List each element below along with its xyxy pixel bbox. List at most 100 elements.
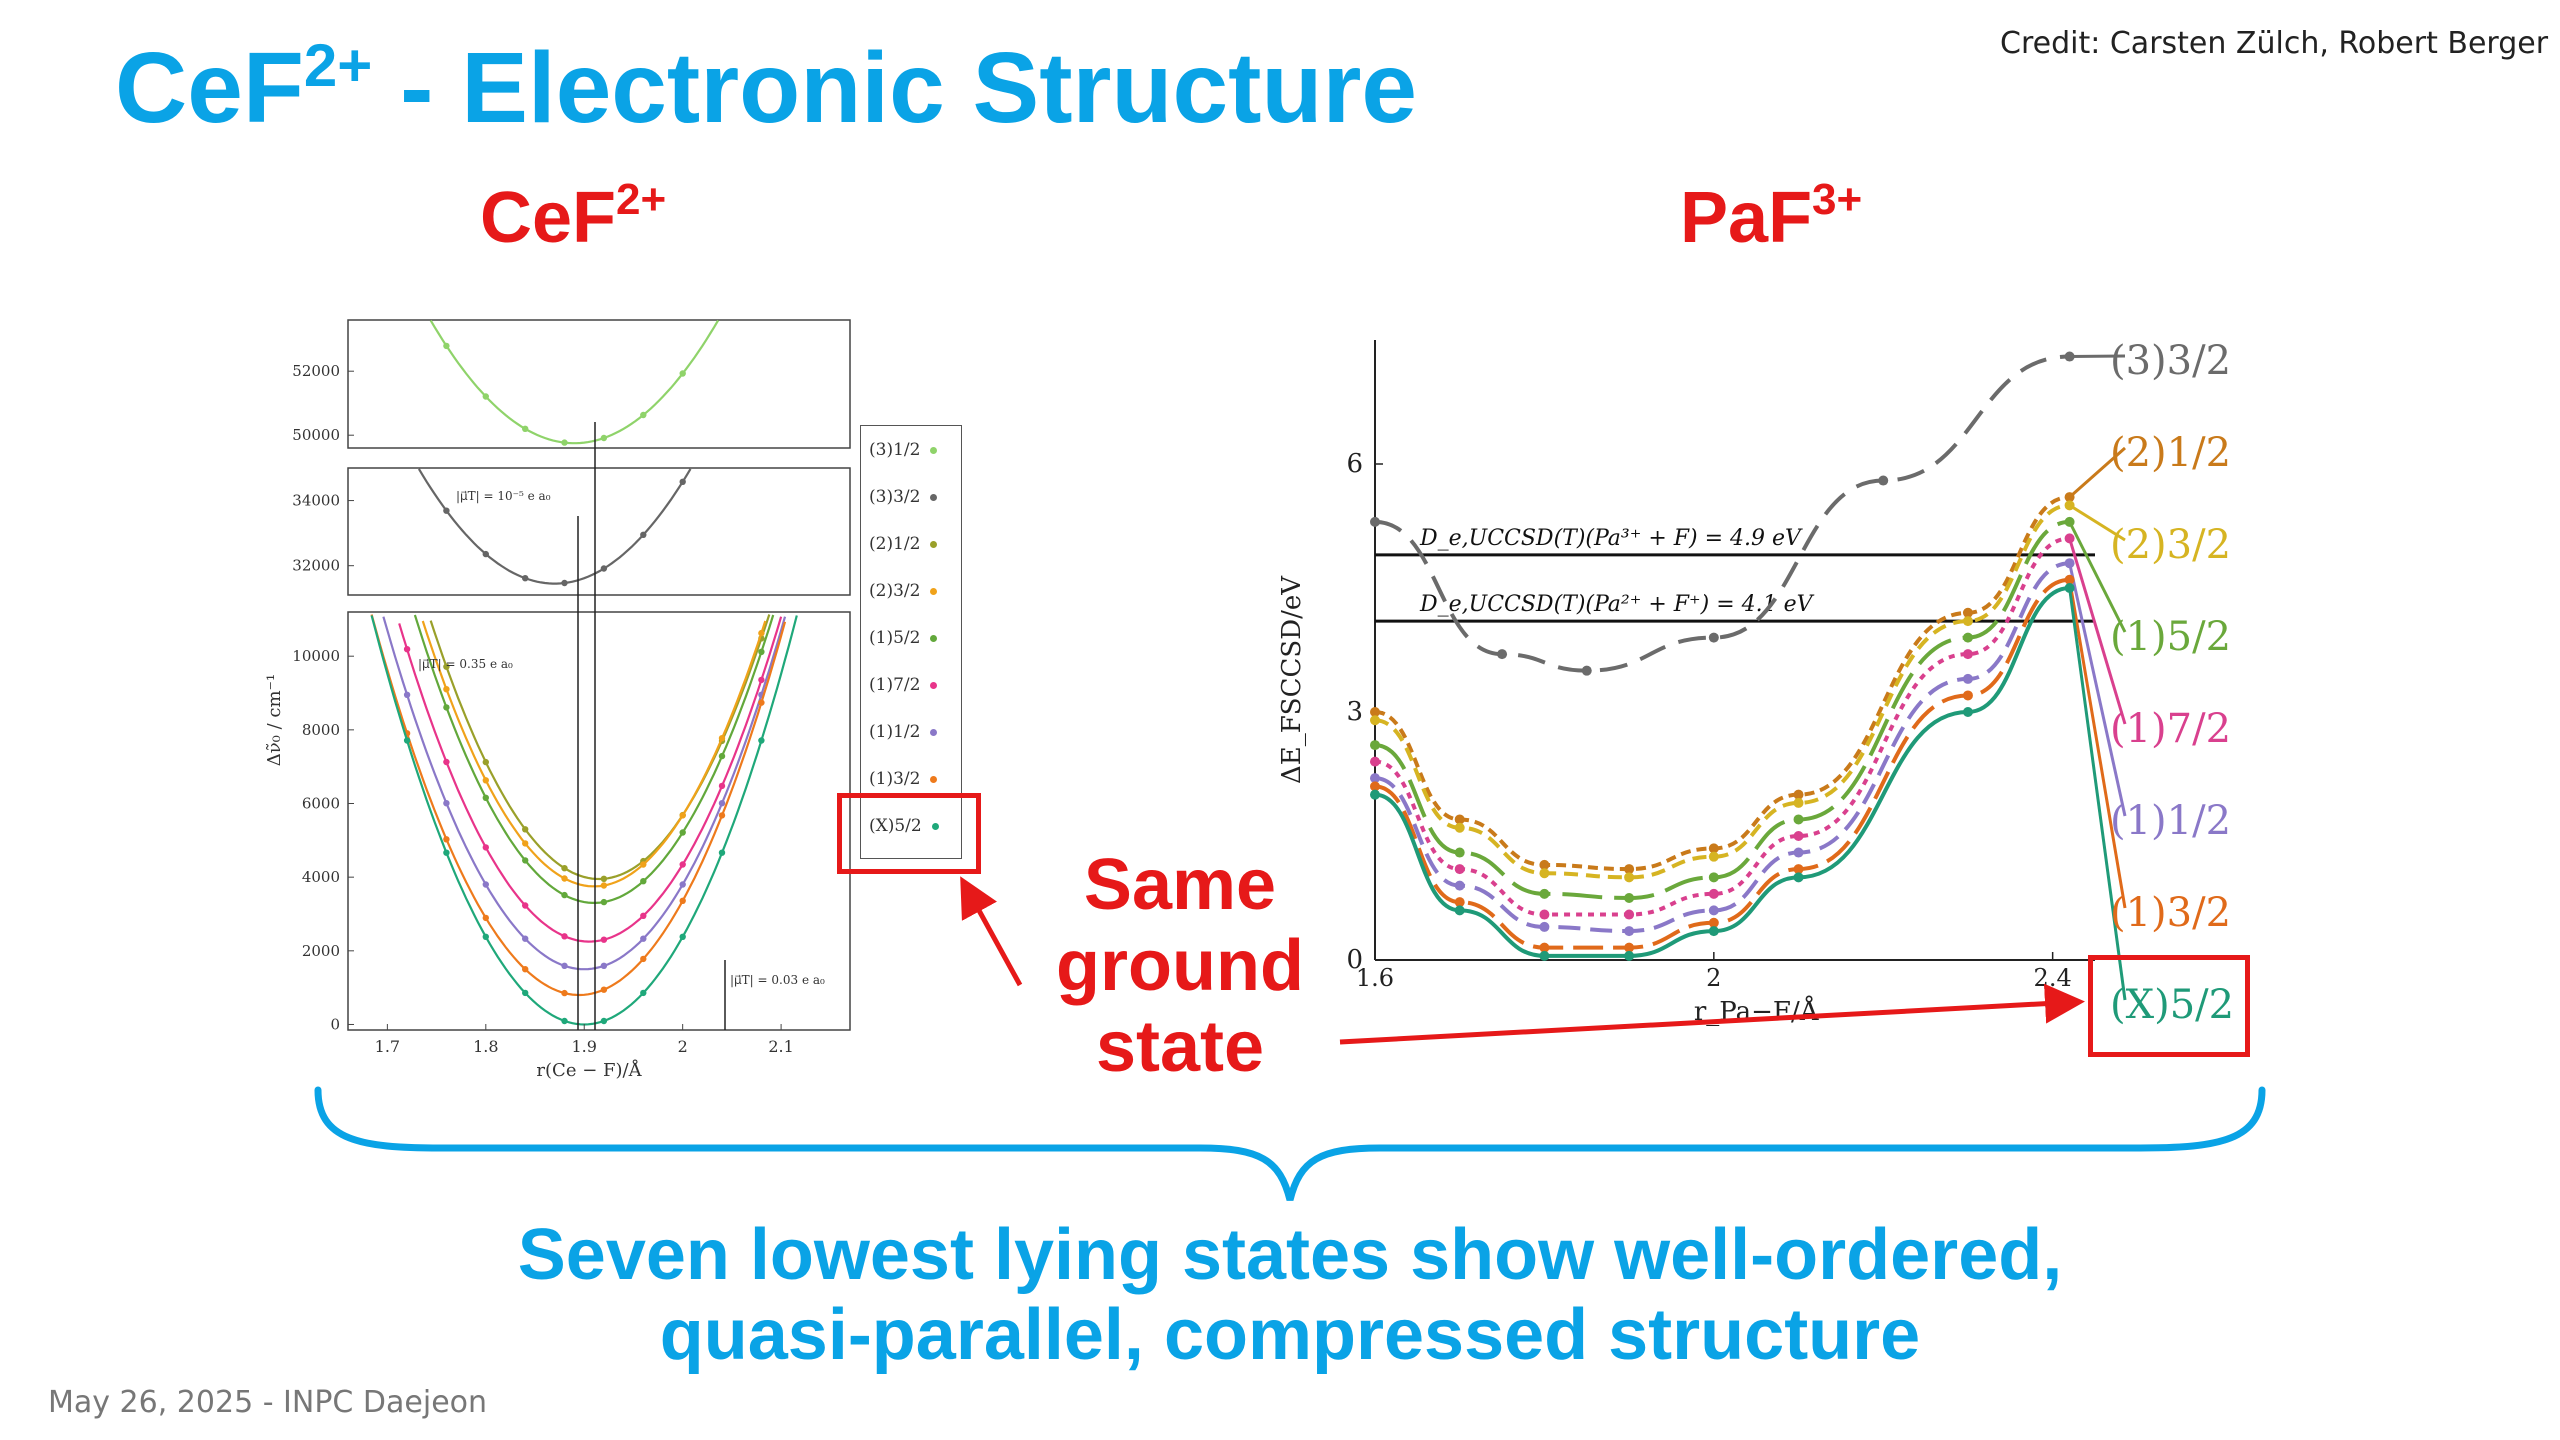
paf-point-(1)3/2: [1708, 917, 1719, 928]
paf-point-(1)7/2: [1454, 864, 1465, 875]
paf-point-(1)3/2: [1370, 781, 1380, 792]
conclusion-text: Seven lowest lying states show well-orde…: [300, 1215, 2280, 1375]
paf-point-(1)1/2: [1793, 847, 1804, 858]
paf-x-tick-label: 2: [1706, 964, 1721, 992]
cef-point-(X)5/2: [522, 989, 529, 997]
paf-point-(2)1/2: [1793, 789, 1804, 800]
cef-point-(1)7/2: [403, 646, 411, 653]
cef-point-(X)5/2: [600, 1017, 608, 1025]
cef-point-(3)1/2: [522, 425, 529, 432]
cef-point-(1)1/2: [443, 800, 450, 807]
cef-point-(1)7/2: [482, 844, 489, 851]
cef-point-(1)7/2: [522, 902, 529, 909]
cef-point-(1)1/2: [403, 691, 411, 698]
paf-point-(X)5/2: [1539, 950, 1550, 961]
paf-state-label: (3)3/2: [2110, 338, 2232, 384]
paf-leader-(2)3/2: [2068, 504, 2126, 542]
cef-point-(1)1/2: [600, 962, 608, 969]
cef-point-(X)5/2: [403, 737, 411, 744]
cef-y-tick-label: 10000: [292, 647, 340, 665]
cef-point-(2)1/2: [600, 875, 608, 882]
cef-x-axis-label: r(Ce − F)/Å: [536, 1059, 642, 1080]
cef-x-tick-label: 1.8: [473, 1037, 498, 1056]
cef-legend-item: (1)5/2: [869, 628, 938, 648]
cef-legend-label: (1)5/2: [869, 628, 921, 648]
paf-point-(2)3/2: [1370, 715, 1380, 726]
cef-point-(1)7/2: [561, 933, 568, 940]
cef-point-(3)1/2: [679, 370, 686, 377]
paf-point-(1)1/2: [1624, 926, 1635, 937]
cef-point-(1)5/2: [561, 891, 568, 899]
cef-y-tick-label: 34000: [292, 492, 340, 510]
cef-series-(1)5/2: [413, 614, 775, 904]
paf-point-(3)3/2: [1708, 632, 1719, 643]
paf-series-(3)3/2: [1374, 354, 2070, 673]
paf-state-label: (1)1/2: [2110, 798, 2232, 844]
paf-state-label: (2)1/2: [2110, 430, 2232, 476]
cef-point-(1)1/2: [561, 962, 568, 969]
paf-point-(1)5/2: [1539, 888, 1550, 899]
paf-point-(2)1/2: [1962, 607, 1973, 618]
cef-panel-1: 32000 34000: [292, 467, 851, 596]
cef-legend-marker: [930, 541, 938, 548]
cef-point-(3)1/2: [482, 393, 489, 400]
cef-point-(2)3/2: [561, 875, 568, 882]
cef-y-tick-label: 4000: [302, 868, 340, 886]
paf-point-(1)7/2: [1962, 649, 1973, 660]
paf-leader-(X)5/2: [2068, 587, 2127, 1001]
cef-legend-item: (3)1/2: [869, 440, 938, 460]
paf-state-label: (X)5/2: [2110, 982, 2235, 1028]
cef-point-(2)3/2: [640, 861, 647, 868]
paf-point-(1)1/2: [1370, 773, 1380, 784]
paf-series-(1)7/2: [1374, 536, 2070, 917]
cef-legend-item: (1)1/2: [869, 722, 938, 742]
cef-point-(3)3/2: [522, 575, 529, 582]
paf-point-(3)3/2: [1581, 665, 1592, 676]
cef-point-(2)1/2: [561, 865, 568, 872]
cef-point-(2)3/2: [482, 777, 489, 784]
paf-state-label: (2)3/2: [2110, 522, 2232, 568]
cef-point-(X)5/2: [482, 933, 489, 940]
paf-x-tick-label: 2.4: [2034, 964, 2072, 992]
cef-series-(3)3/2: [417, 468, 692, 585]
cef-point-(3)3/2: [443, 507, 450, 514]
paf-point-(1)5/2: [1793, 814, 1804, 825]
cef-point-(3)1/2: [561, 439, 568, 446]
paf-x-tick-label: 1.6: [1356, 964, 1394, 992]
cef-point-(1)7/2: [758, 676, 765, 684]
cef-annotation-2: |μ⃗T| = 0.03 e a₀: [730, 973, 825, 987]
paf-point-(1)3/2: [1793, 864, 1804, 875]
cef-point-(2)1/2: [443, 663, 450, 670]
cef-point-(1)1/2: [640, 935, 647, 942]
paf-leader-(3)3/2: [2069, 354, 2126, 359]
credit-line: Credit: Carsten Zülch, Robert Berger: [2000, 26, 2549, 61]
paf-point-(1)1/2: [1454, 880, 1465, 891]
cef-point-(1)7/2: [679, 861, 686, 868]
cef-panel-frame: [347, 319, 851, 449]
paf-leader-(2)1/2: [2068, 446, 2126, 499]
cef-legend-marker: [930, 682, 938, 689]
paf-heading-text: PaF: [1680, 178, 1813, 258]
cef-series-(1)7/2: [398, 616, 783, 943]
paf-potential-curves-chart: 0 3 6 1.6 2 2.4 r_Pa−F/Å ΔE_FSCCSD/eV D_e,UCCSD(…: [1277, 340, 2127, 1027]
cef-legend-label: (1)3/2: [869, 769, 921, 789]
paf-point-(3)3/2: [1878, 475, 1889, 486]
cef-point-(1)5/2: [758, 648, 765, 655]
cef-potential-curves-chart: 50000 52000 32000 34000 0 2000 4000 6000 8000 100…: [264, 319, 851, 1080]
paf-point-(1)3/2: [1624, 942, 1635, 953]
cef-point-(3)3/2: [640, 531, 647, 538]
cef-x-tick-label: 1.9: [572, 1037, 597, 1056]
slide-title-rest: - Electronic Structure: [372, 32, 1418, 144]
cef-point-(3)1/2: [640, 411, 647, 419]
cef-point-(3)1/2: [600, 434, 608, 442]
paf-ground-state-highlight-box: [2088, 955, 2250, 1057]
footer-date-venue: May 26, 2025 - INPC Daejeon: [48, 1385, 488, 1420]
cef-legend-label: (3)1/2: [869, 440, 921, 460]
cef-chart-heading: CeF2+: [480, 175, 666, 259]
cef-x-tick-label: 1.7: [375, 1037, 400, 1056]
cef-point-(X)5/2: [640, 989, 647, 997]
cef-legend-marker: [931, 823, 939, 830]
paf-point-(1)1/2: [1708, 905, 1719, 916]
cef-legend-marker: [930, 588, 938, 595]
cef-y-tick-label: 32000: [292, 557, 340, 575]
